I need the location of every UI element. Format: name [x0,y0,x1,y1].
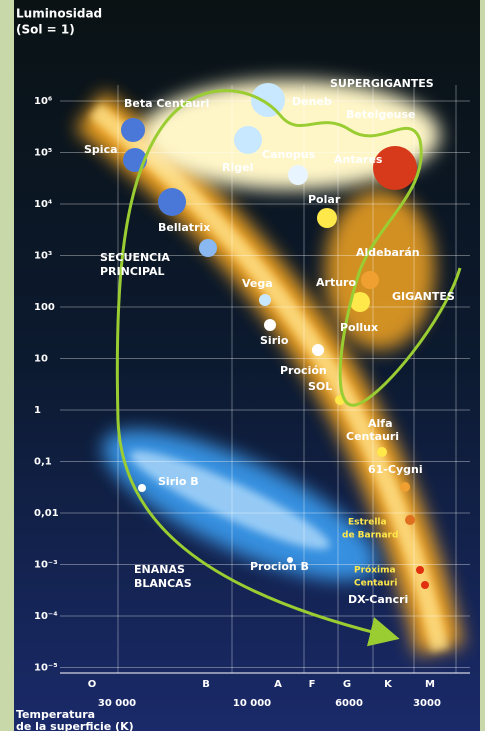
x-class-label: G [343,679,351,690]
star-label: Sirio B [158,475,199,488]
y-tick-label: 100 [34,302,55,313]
y-tick-label: 10⁻⁴ [34,611,58,622]
title-line: Luminosidad [16,7,102,21]
star-label: Spica [84,143,118,156]
star-label: BLANCAS [134,577,192,590]
x-class-label: F [309,679,316,690]
bands [75,80,464,656]
x-class-label: M [425,679,435,690]
star-label: Arturo [316,276,356,289]
star-label: Rigel [222,161,253,174]
star-label: Antares [334,153,383,166]
y-tick-label: 10⁻⁵ [34,663,58,674]
star-label: Centauri [354,579,397,589]
star-label: Pollux [340,321,378,334]
star-label: Beta Centauri [124,97,209,110]
star-label: Proción [280,364,327,377]
star-label: Procion B [250,560,309,573]
x-temperature-label: 30 000 [98,698,136,709]
star-label: Estrella [348,518,387,528]
stars [121,83,429,589]
star-label: SOL [308,380,332,393]
y-tick-label: 1 [34,405,41,416]
star-label: Betelgeuse [346,108,416,121]
star-label: ENANAS [134,563,185,576]
evolution-arrow [115,89,462,647]
y-tick-label: 10³ [34,251,52,262]
star-label: Polar [308,193,341,206]
y-tick-label: 0,01 [34,508,59,519]
star-label: GIGANTES [392,290,455,303]
x-temperature-label: 6000 [335,698,363,709]
star-label: SUPERGIGANTES [330,77,434,90]
y-tick-label: 10⁶ [34,96,52,107]
x-axis-title: de la superficie (K) [16,720,134,731]
y-tick-label: 0,1 [34,457,52,468]
y-tick-label: 10 [34,354,48,365]
star-label: Deneb [292,95,332,108]
star-label: SECUENCIA [100,251,170,264]
x-class-label: B [202,679,210,690]
title-line: (Sol = 1) [16,23,75,37]
star-label: Bellatrix [158,221,210,234]
star-label: 61-Cygni [368,463,423,476]
star-label: Canopus [262,148,316,161]
star-label: Sirio [260,334,289,347]
x-temperature-label: 10 000 [233,698,271,709]
star-label: DX-Cancri [348,593,408,606]
x-temperature-label: 3000 [413,698,441,709]
y-tick-label: 10⁵ [34,148,52,159]
x-axis-title: Temperatura [16,708,95,721]
star-label: PRINCIPAL [100,265,165,278]
y-tick-label: 10⁻³ [34,560,58,571]
star-label: Alfa [368,417,393,430]
x-class-label: K [384,679,393,690]
star-label: Vega [242,277,273,290]
star-label: de Barnard [342,531,398,541]
x-class-label: A [274,679,282,690]
x-class-label: O [88,679,97,690]
y-tick-label: 10⁴ [34,199,52,210]
star-label: Centauri [346,430,399,443]
star-label: Próxima [354,565,396,576]
star-label: Aldebarán [356,246,420,259]
